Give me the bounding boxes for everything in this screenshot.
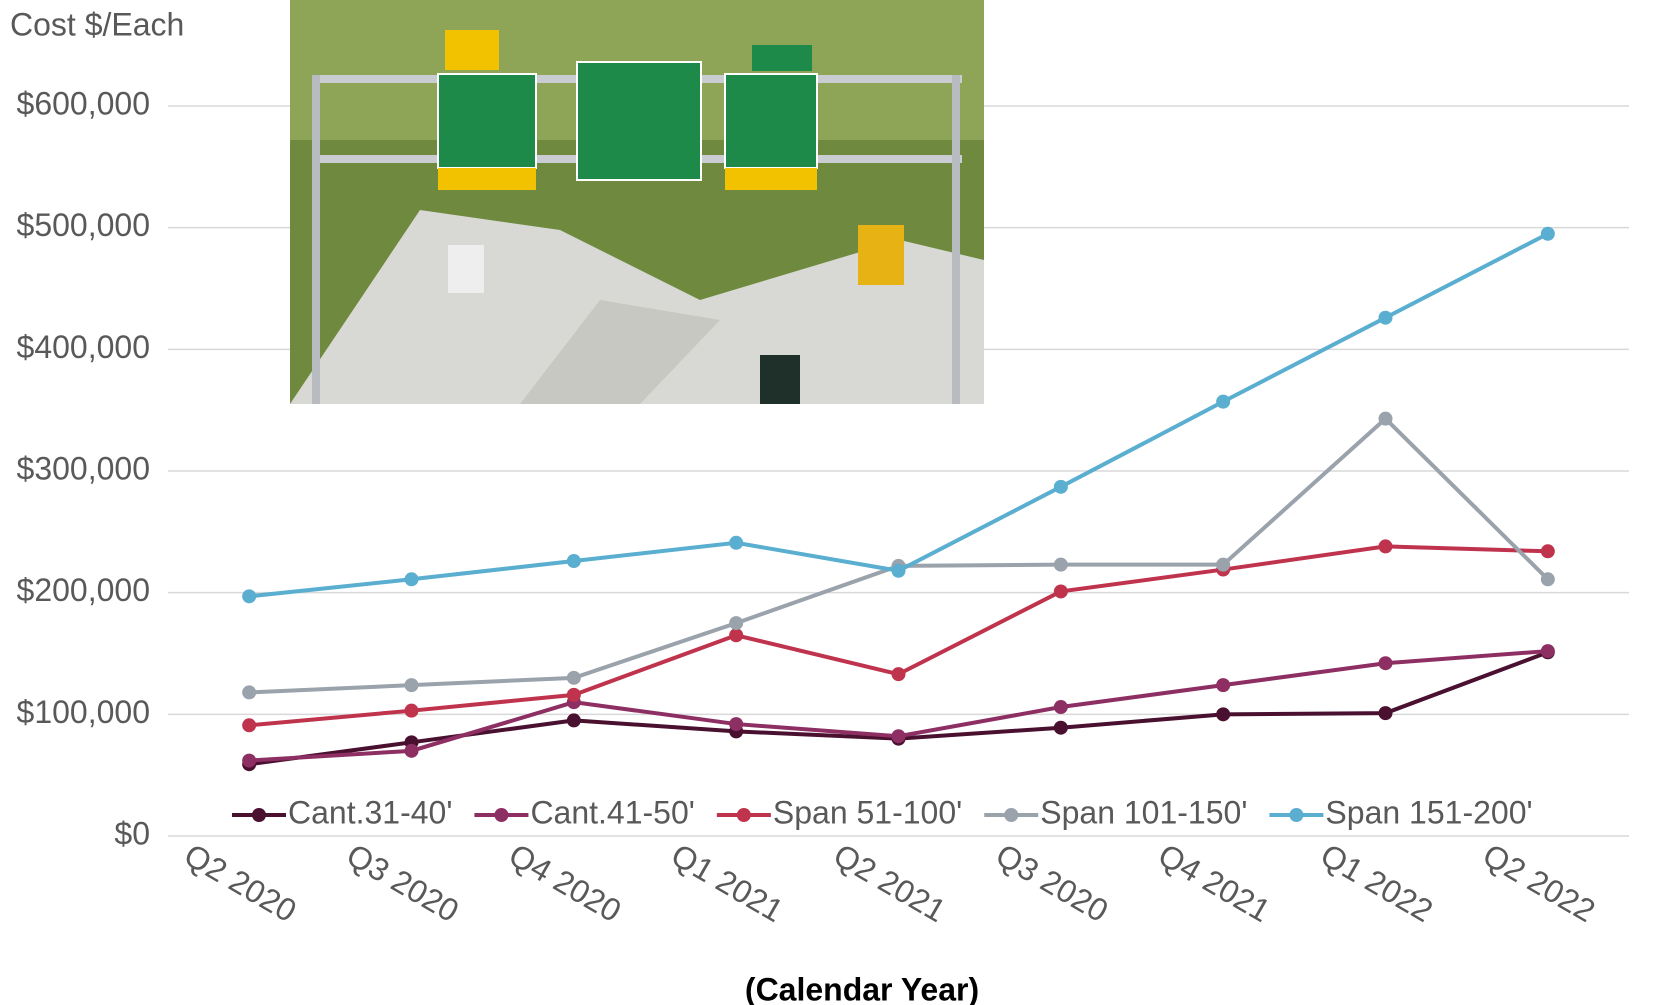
legend-marker (1004, 808, 1019, 822)
legend-marker (736, 808, 751, 822)
data-point (1540, 572, 1555, 587)
data-point (1053, 479, 1068, 494)
data-point (566, 554, 581, 569)
data-point (891, 667, 906, 682)
data-point (1540, 644, 1555, 659)
series-line (249, 415, 1550, 695)
data-point (891, 563, 906, 578)
data-point (404, 678, 419, 693)
x-tick-label: Q2 2022 (1477, 837, 1601, 930)
y-axis-title: Cost $/Each (10, 6, 184, 42)
data-point (242, 753, 257, 768)
x-tick-label: Q4 2021 (1152, 837, 1276, 930)
legend-label: Span 151-200' (1325, 794, 1532, 830)
data-point (1540, 544, 1555, 559)
data-point (1378, 310, 1393, 325)
y-tick-label: $100,000 (17, 694, 150, 730)
y-tick-label: $600,000 (17, 85, 150, 121)
x-axis-title: (Calendar Year) (745, 971, 979, 1005)
data-point (729, 616, 744, 631)
x-tick-label: Q4 2020 (503, 837, 627, 930)
data-point (1216, 678, 1231, 693)
data-point (1540, 226, 1555, 241)
legend-marker (252, 808, 266, 822)
data-point (1216, 557, 1231, 572)
x-tick-label: Q3 2020 (990, 837, 1114, 930)
data-point (404, 572, 419, 587)
data-point (729, 628, 744, 643)
data-point (566, 713, 581, 728)
data-point (242, 685, 257, 700)
x-tick-label: Q2 2021 (828, 837, 952, 930)
legend-marker (1289, 808, 1304, 822)
data-point (1378, 656, 1393, 671)
legend-label: Span 51-100' (773, 794, 962, 830)
data-point (566, 687, 581, 702)
data-point (1378, 706, 1393, 721)
data-point (1053, 720, 1068, 735)
x-tick-label: Q1 2021 (665, 837, 789, 930)
y-tick-label: $0 (114, 815, 150, 851)
data-point (404, 743, 419, 758)
photo (290, 0, 984, 404)
data-point (1053, 700, 1068, 715)
legend-label: Span 101-150' (1040, 794, 1247, 830)
data-point (1378, 411, 1393, 426)
data-point (242, 718, 257, 733)
data-point (566, 670, 581, 685)
legend-label: Cant.41-50' (530, 794, 694, 830)
x-tick-label: Q3 2020 (341, 837, 465, 930)
data-point (729, 535, 744, 550)
data-point (1216, 394, 1231, 409)
data-point (1053, 557, 1068, 572)
data-point (1216, 707, 1231, 722)
x-tick-label: Q2 2020 (178, 837, 302, 930)
data-point (242, 589, 257, 604)
legend-marker (494, 808, 509, 822)
data-point (729, 717, 744, 732)
legend-label: Cant.31-40' (288, 794, 452, 830)
data-point (891, 729, 906, 744)
y-tick-label: $300,000 (17, 450, 150, 486)
data-point (404, 703, 419, 718)
data-point (1378, 539, 1393, 554)
y-tick-label: $200,000 (17, 572, 150, 608)
y-tick-label: $400,000 (17, 329, 150, 365)
x-tick-label: Q1 2022 (1315, 837, 1439, 930)
y-tick-label: $500,000 (17, 207, 150, 243)
data-point (1053, 584, 1068, 599)
